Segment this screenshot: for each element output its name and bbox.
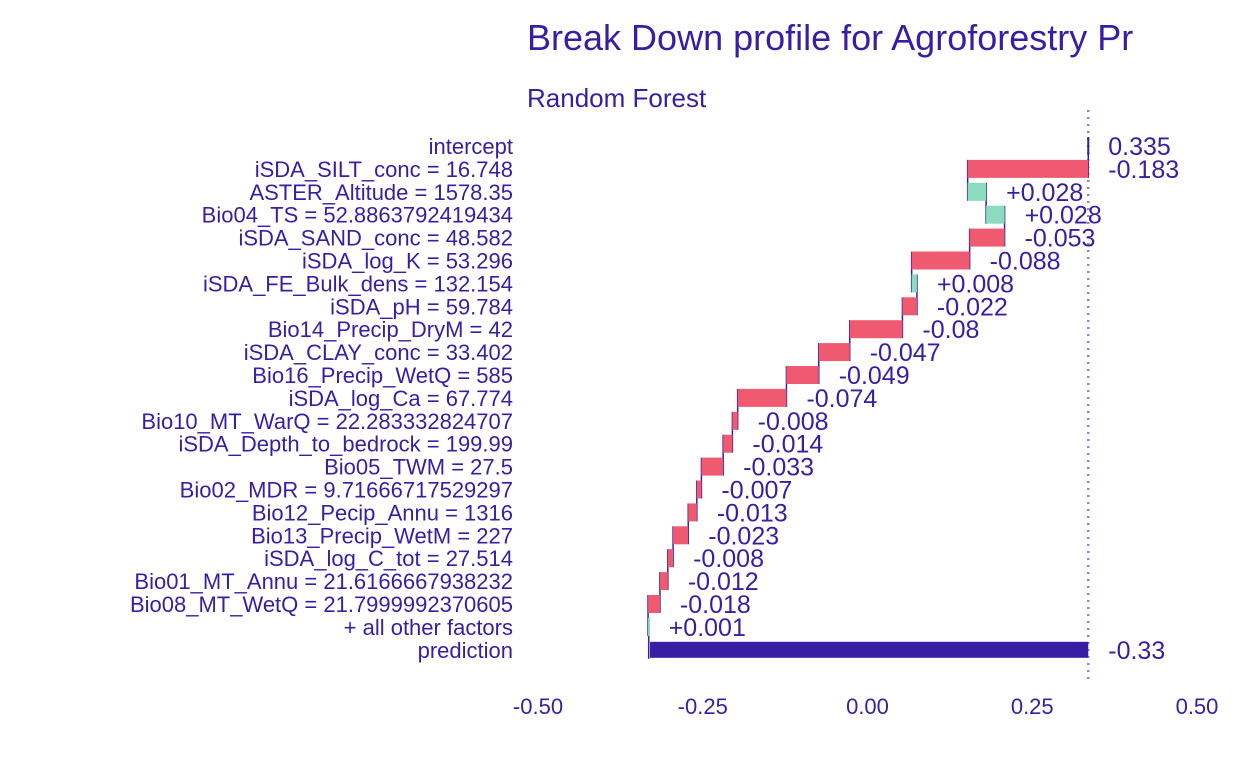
value-label-6: +0.008 <box>937 270 1014 298</box>
y-label-10: Bio16_Precip_WetQ = 585 <box>252 363 513 388</box>
bar-22 <box>650 641 1089 658</box>
value-label-22: -0.33 <box>1108 637 1165 665</box>
value-label-0: 0.335 <box>1108 133 1171 161</box>
bar-13 <box>723 434 733 453</box>
bar-12 <box>732 411 738 430</box>
y-label-19: Bio01_MT_Annu = 21.6166667938232 <box>134 569 513 594</box>
y-label-16: Bio12_Pecip_Annu = 1316 <box>252 500 513 525</box>
chart-title: Break Down profile for Agroforestry Pr <box>527 17 1133 58</box>
x-tick-1: -0.25 <box>678 694 728 719</box>
bar-1 <box>967 159 1089 178</box>
value-label-19: -0.012 <box>688 568 759 596</box>
bar-8 <box>849 320 903 339</box>
y-label-17: Bio13_Precip_WetM = 227 <box>251 523 513 548</box>
y-label-20: Bio08_MT_WetQ = 21.7999992370605 <box>130 592 513 617</box>
bar-11 <box>737 388 787 407</box>
value-label-9: -0.047 <box>870 339 941 367</box>
value-label-10: -0.049 <box>839 362 910 390</box>
bar-10 <box>786 366 819 384</box>
y-label-9: iSDA_CLAY_conc = 33.402 <box>244 340 513 365</box>
chart-subtitle: Random Forest <box>527 83 707 113</box>
value-label-15: -0.007 <box>721 477 792 505</box>
value-label-8: -0.08 <box>922 316 979 344</box>
value-label-14: -0.033 <box>743 454 814 482</box>
bar-3 <box>986 205 1005 224</box>
x-tick-0: -0.50 <box>513 694 563 719</box>
y-label-15: Bio02_MDR = 9.71666717529297 <box>180 478 513 503</box>
x-axis-ticks: -0.50 -0.25 0.00 0.25 0.50 <box>513 694 1218 719</box>
value-label-21: +0.001 <box>669 614 746 642</box>
y-label-3: Bio04_TS = 52.8863792419434 <box>202 203 513 228</box>
bar-9 <box>818 343 850 362</box>
value-label-3: +0.028 <box>1025 202 1102 230</box>
value-labels: 0.335-0.183+0.028+0.028-0.053-0.088+0.00… <box>669 133 1179 665</box>
value-label-1: -0.183 <box>1108 156 1179 184</box>
x-tick-3: 0.25 <box>1011 694 1054 719</box>
bars <box>648 137 1090 658</box>
value-label-11: -0.074 <box>806 385 877 413</box>
bar-14 <box>701 457 724 476</box>
y-label-8: Bio14_Precip_DryM = 42 <box>268 317 513 342</box>
y-label-5: iSDA_log_K = 53.296 <box>302 249 513 274</box>
bar-7 <box>902 297 917 316</box>
value-label-18: -0.008 <box>693 545 764 573</box>
y-label-18: iSDA_log_C_tot = 27.514 <box>264 546 513 571</box>
y-label-12: Bio10_MT_WarQ = 22.283332824707 <box>141 409 513 434</box>
bar-15 <box>696 480 702 499</box>
bar-17 <box>673 526 689 545</box>
bar-2 <box>967 182 987 201</box>
value-label-20: -0.018 <box>680 591 751 619</box>
x-tick-4: 0.50 <box>1176 694 1219 719</box>
value-label-17: -0.023 <box>708 522 779 550</box>
value-label-13: -0.014 <box>752 431 823 459</box>
bar-5 <box>911 251 970 270</box>
value-label-4: -0.053 <box>1025 225 1096 253</box>
value-label-16: -0.013 <box>717 499 788 527</box>
bar-4 <box>969 228 1005 247</box>
value-label-5: -0.088 <box>990 248 1061 276</box>
y-label-22: prediction <box>418 638 513 663</box>
value-label-12: -0.008 <box>758 408 829 436</box>
y-label-4: iSDA_SAND_conc = 48.582 <box>238 226 513 251</box>
y-label-14: Bio05_TWM = 27.5 <box>324 455 513 480</box>
bar-6 <box>911 274 917 293</box>
bar-0 <box>1087 137 1090 155</box>
y-label-21: + all other factors <box>344 615 513 640</box>
y-label-13: iSDA_Depth_to_bedrock = 199.99 <box>178 432 513 457</box>
y-label-7: iSDA_pH = 59.784 <box>330 294 513 319</box>
value-label-7: -0.022 <box>937 293 1008 321</box>
bar-20 <box>648 595 660 613</box>
y-label-0: intercept <box>429 134 513 159</box>
y-label-1: iSDA_SILT_conc = 16.748 <box>255 157 513 182</box>
y-label-2: ASTER_Altitude = 1578.35 <box>249 180 513 205</box>
value-label-2: +0.028 <box>1006 179 1083 207</box>
bar-21 <box>648 617 651 636</box>
y-label-11: iSDA_log_Ca = 67.774 <box>289 386 513 411</box>
y-label-6: iSDA_FE_Bulk_dens = 132.154 <box>203 271 513 296</box>
bar-19 <box>659 572 668 591</box>
bar-16 <box>688 503 697 522</box>
bar-18 <box>667 549 674 568</box>
x-tick-2: 0.00 <box>846 694 889 719</box>
